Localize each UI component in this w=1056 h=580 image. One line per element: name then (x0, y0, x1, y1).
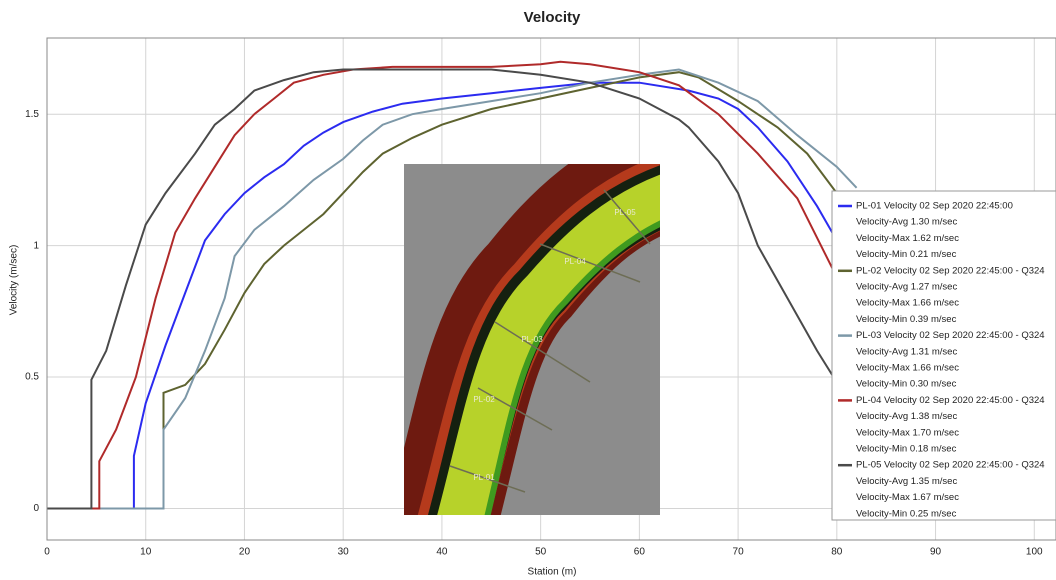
legend-stat: Velocity-Max 1.67 m/sec (856, 492, 959, 503)
x-tick-label: 80 (831, 547, 843, 558)
legend-stat: Velocity-Max 1.66 m/sec (856, 298, 959, 309)
x-tick-label: 90 (930, 547, 942, 558)
series-line (47, 60, 838, 510)
y-tick-label: 0.5 (25, 372, 39, 383)
inset-channel (404, 164, 660, 515)
y-axis-label: Velocity (m/sec) (9, 245, 20, 316)
x-tick-label: 100 (1026, 547, 1043, 558)
series-line (47, 68, 838, 510)
x-tick-label: 50 (535, 547, 547, 558)
inset-label: PL-02 (473, 395, 495, 404)
y-tick-label: 0 (33, 503, 39, 514)
y-tick-label: 1 (33, 240, 39, 251)
legend-stat: Velocity-Max 1.66 m/sec (856, 363, 959, 374)
inset-label: PL-05 (614, 208, 636, 217)
lines (47, 60, 1054, 510)
x-tick-label: 30 (338, 547, 350, 558)
inset-label: PL-03 (521, 335, 543, 344)
x-tick-label: 0 (44, 547, 50, 558)
inset-image: PL-01 PL-02 PL-03 PL-04 PL-05 (404, 164, 660, 515)
x-tick-label: 20 (239, 547, 251, 558)
legend-stat: Velocity-Avg 1.27 m/sec (856, 282, 957, 293)
legend-stat: Velocity-Avg 1.30 m/sec (856, 217, 957, 228)
x-axis-label: Station (m) (528, 567, 577, 578)
legend-stat: Velocity-Max 1.70 m/sec (856, 427, 959, 438)
series-line (47, 71, 858, 510)
inset-label: PL-04 (564, 257, 586, 266)
legend-label: PL-04 Velocity 02 Sep 2020 22:45:00 - Q3… (856, 395, 1045, 406)
legend-label: PL-01 Velocity 02 Sep 2020 22:45:00 (856, 201, 1013, 212)
plot-frame (46, 37, 1056, 541)
x-tick-label: 70 (733, 547, 745, 558)
series-line (47, 68, 858, 510)
chart-title: Velocity (524, 9, 581, 26)
inset-label: PL-01 (473, 473, 495, 482)
legend-stat: Velocity-Avg 1.38 m/sec (856, 411, 957, 422)
legend-box (831, 190, 1056, 521)
legend-stat: Velocity-Max 1.62 m/sec (856, 233, 959, 244)
x-tick-label: 10 (140, 547, 152, 558)
legend-stat: Velocity-Min 0.25 m/sec (856, 508, 957, 519)
legend-label: PL-05 Velocity 02 Sep 2020 22:45:00 - Q3… (856, 460, 1045, 471)
legend: PL-01 Velocity 02 Sep 2020 22:45:00 Veloc… (831, 190, 1056, 521)
x-tick-label: 40 (436, 547, 448, 558)
legend-stat: Velocity-Avg 1.31 m/sec (856, 346, 957, 357)
y-tick-label: 1.5 (25, 109, 39, 120)
legend-stat: Velocity-Min 0.30 m/sec (856, 379, 957, 390)
legend-stat: Velocity-Avg 1.35 m/sec (856, 476, 957, 487)
series-line (47, 81, 1054, 510)
legend-stat: Velocity-Min 0.39 m/sec (856, 314, 957, 325)
legend-stat: Velocity-Min 0.21 m/sec (856, 249, 957, 260)
legend-label: PL-03 Velocity 02 Sep 2020 22:45:00 - Q3… (856, 330, 1045, 341)
legend-stat: Velocity-Min 0.18 m/sec (856, 444, 957, 455)
x-tick-label: 60 (634, 547, 646, 558)
legend-label: PL-02 Velocity 02 Sep 2020 22:45:00 - Q3… (856, 265, 1045, 276)
